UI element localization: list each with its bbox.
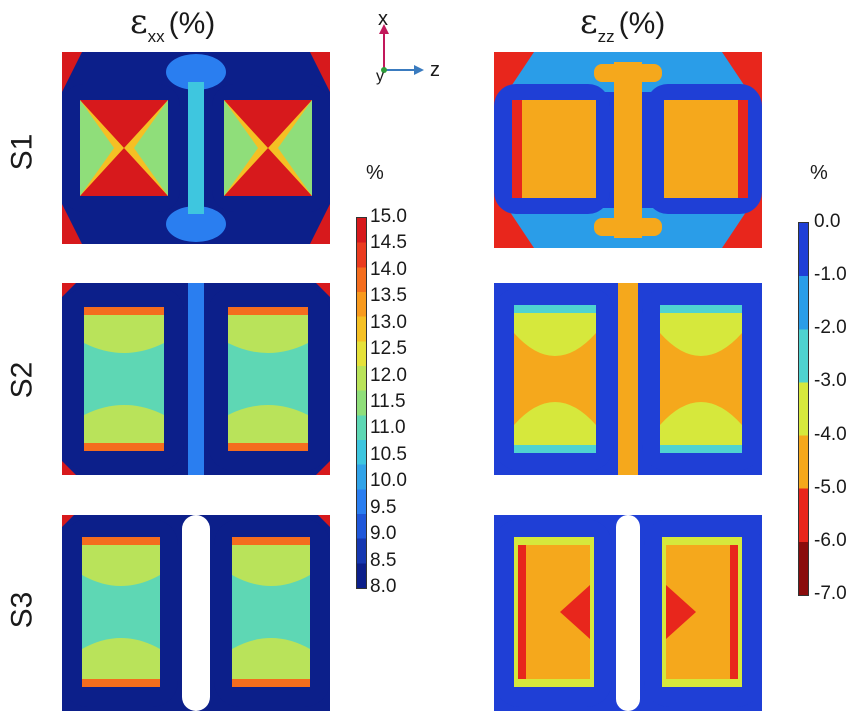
ezz-tick-label: -6.0 (814, 529, 847, 551)
ezz-tick-label: -2.0 (814, 317, 847, 339)
exx-tick-label: 12.5 (370, 338, 407, 360)
exx-subscript: xx (147, 27, 165, 46)
exx-tick-label: 8.5 (370, 549, 397, 571)
ezz-symbol: ε (580, 2, 598, 42)
exx-tick-label: 11.5 (370, 391, 406, 412)
exx-tick-label: 13.0 (370, 311, 407, 333)
exx-colorbar (356, 217, 367, 589)
exx-tick-label: 9.0 (370, 523, 397, 545)
ezz-title: εzz (%) (580, 2, 665, 47)
exx-colorbar-unit: % (366, 162, 384, 184)
exx-tick-label: 12.0 (370, 364, 407, 386)
row-label-s1: S1 (5, 133, 39, 171)
exx-unit: (%) (168, 7, 216, 40)
row-label-s2: S2 (5, 361, 39, 399)
exx-tick-label: 9.5 (370, 496, 397, 518)
ezz-colorbar-unit: % (810, 162, 828, 184)
ezz-s1-panel (494, 52, 762, 248)
exx-title: εxx (%) (130, 2, 215, 47)
row-label-s3: S3 (5, 591, 39, 629)
ezz-tick-label: -5.0 (814, 476, 847, 498)
axis-triad-arrows (379, 24, 424, 75)
exx-s3-panel (62, 515, 330, 711)
ezz-s2-contour (494, 283, 762, 475)
ezz-tick-label: -3.0 (814, 370, 847, 392)
ezz-s2-panel (494, 283, 762, 475)
ezz-tick-label: 0.0 (814, 211, 841, 232)
exx-s1-panel (62, 52, 330, 244)
exx-tick-label: 8.0 (370, 576, 397, 597)
axis-triad: x y z (370, 8, 460, 90)
ezz-tick-label: -4.0 (814, 423, 847, 445)
ezz-unit: (%) (618, 7, 666, 40)
exx-tick-label: 14.5 (370, 232, 407, 254)
ezz-colorbar (798, 222, 809, 596)
ezz-s1-contour (494, 52, 762, 248)
exx-s1-contour (62, 52, 330, 244)
ezz-s3-panel (494, 515, 762, 711)
exx-tick-label: 13.5 (370, 285, 407, 307)
exx-tick-label: 11.0 (370, 417, 406, 439)
exx-tick-label: 10.0 (370, 470, 407, 492)
exx-s2-contour (62, 283, 330, 475)
exx-s3-contour (62, 515, 330, 711)
axis-x-label: x (378, 8, 388, 30)
axis-y-label: y (376, 68, 384, 85)
exx-symbol: ε (130, 2, 148, 42)
axis-z-label: z (430, 59, 440, 81)
ezz-s3-contour (494, 515, 762, 711)
exx-tick-label: 10.5 (370, 443, 407, 465)
ezz-tick-label: -1.0 (814, 264, 847, 286)
exx-s2-panel (62, 283, 330, 475)
exx-tick-label: 14.0 (370, 258, 407, 280)
ezz-subscript: zz (597, 27, 615, 46)
exx-tick-label: 15.0 (370, 206, 407, 227)
ezz-tick-label: -7.0 (814, 583, 847, 604)
